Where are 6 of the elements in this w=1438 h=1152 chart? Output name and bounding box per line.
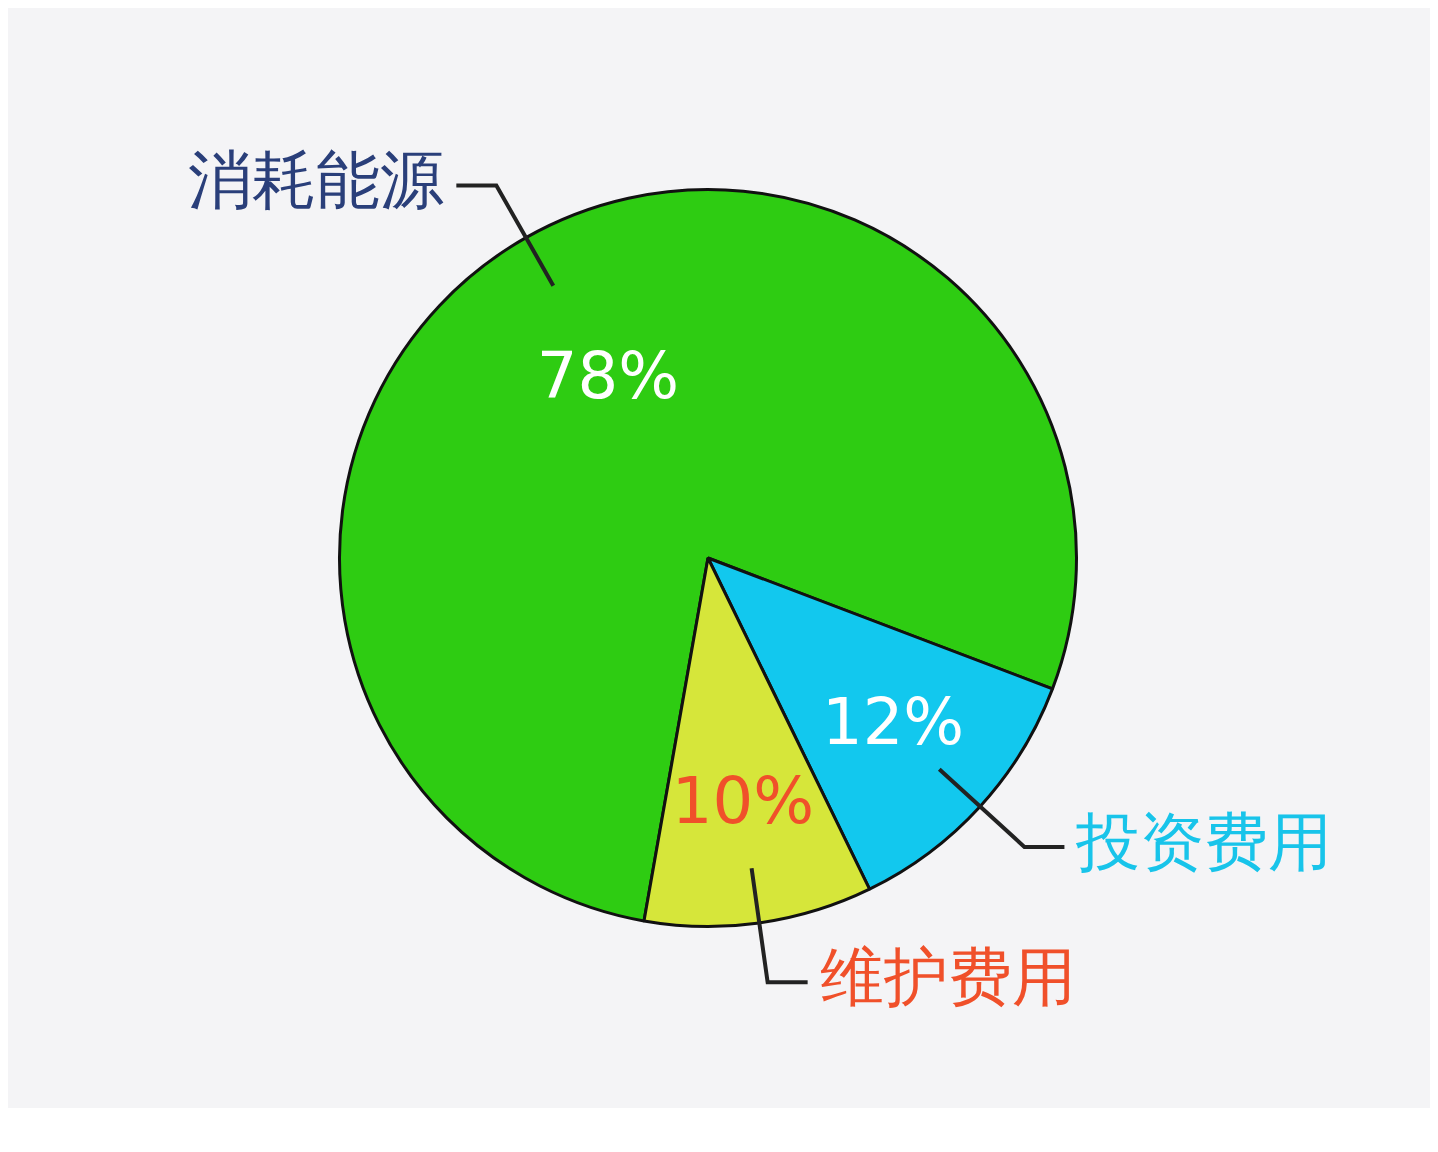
slice-label: 投资费用 [1075,804,1333,879]
slice-label: 消耗能源 [188,143,445,218]
slice-label: 维护费用 [819,939,1076,1014]
data-label: 78% [536,339,680,414]
data-label: 10% [671,763,814,838]
data-label: 12% [821,684,965,759]
